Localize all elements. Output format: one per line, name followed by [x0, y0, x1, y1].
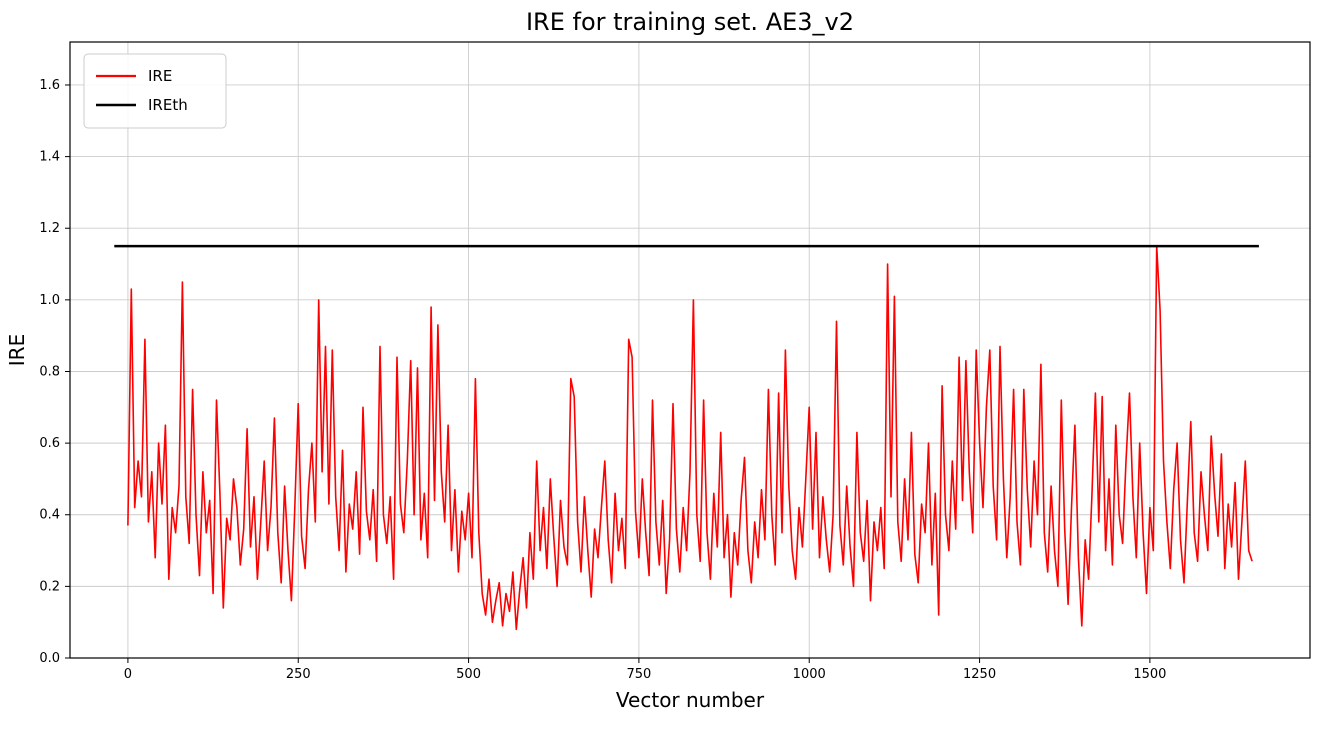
- plot-border: [69, 41, 1311, 659]
- legend: IRE IREth: [83, 53, 227, 129]
- x-tick-label: 250: [286, 667, 311, 682]
- y-tick-label: 0.8: [39, 364, 60, 379]
- x-tick-label: 750: [626, 667, 651, 682]
- series-layer: [114, 244, 1259, 631]
- grid-layer: [70, 42, 1310, 659]
- y-tick-label: 0.2: [39, 579, 60, 594]
- chart-title: IRE for training set. AE3_v2: [526, 8, 854, 36]
- legend-label-ireth: IREth: [148, 96, 188, 114]
- y-tick-label: 1.2: [39, 221, 60, 236]
- y-tick-label: 1.0: [39, 293, 60, 308]
- y-tick-label: 1.4: [39, 150, 60, 165]
- y-tick-label: 1.6: [39, 78, 60, 93]
- legend-box: [83, 53, 227, 129]
- tick-layer: 0 250 500 750 1000 1250 1500 0.0 0.2 0.4 0.6 0.8 1.0…: [39, 78, 1166, 682]
- x-axis-label: Vector number: [616, 688, 765, 712]
- y-axis-label: IRE: [5, 334, 29, 366]
- y-tick-label: 0.0: [39, 651, 60, 666]
- x-tick-label: 1000: [793, 667, 826, 682]
- x-tick-label: 1500: [1133, 667, 1166, 682]
- legend-label-ire: IRE: [148, 67, 172, 85]
- x-tick-label: 0: [124, 667, 132, 682]
- ire-line: [127, 245, 1253, 631]
- y-tick-label: 0.4: [39, 508, 60, 523]
- x-tick-label: 1250: [963, 667, 996, 682]
- x-tick-label: 500: [456, 667, 481, 682]
- y-tick-label: 0.6: [39, 436, 60, 451]
